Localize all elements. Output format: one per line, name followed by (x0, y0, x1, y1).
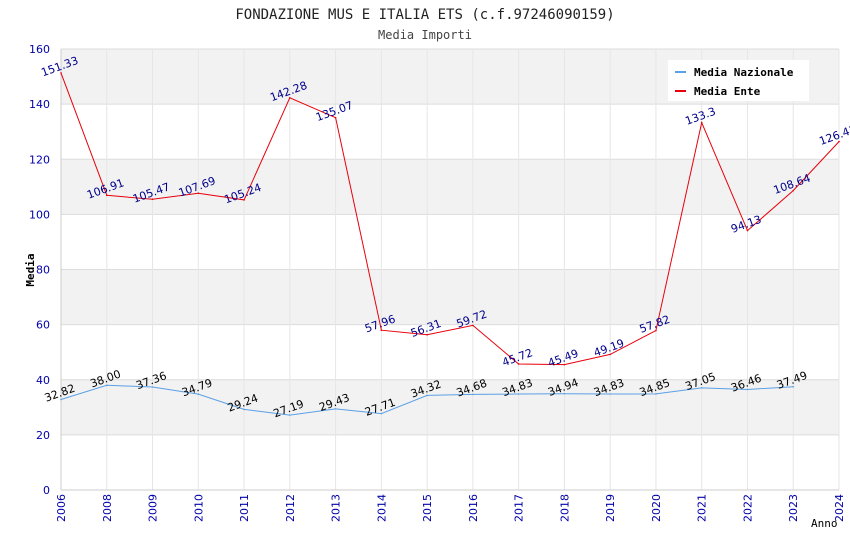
data-point (563, 392, 566, 395)
data-point (151, 198, 154, 201)
y-tick-label: 60 (36, 319, 50, 332)
x-tick-label: 2024 (833, 494, 846, 522)
data-point (105, 194, 108, 197)
data-point (838, 140, 840, 143)
data-point (105, 384, 108, 387)
x-axis-label: Anno (811, 517, 838, 530)
data-point (380, 329, 383, 332)
y-tick-label: 80 (36, 264, 50, 277)
data-point (472, 324, 474, 327)
x-tick-label: 2019 (604, 494, 617, 522)
data-point (655, 393, 657, 395)
band (61, 214, 839, 270)
data-point (517, 363, 520, 365)
data-point (746, 229, 749, 232)
y-tick-label: 120 (29, 153, 50, 166)
data-point (197, 192, 200, 194)
data-point (289, 97, 291, 99)
data-point (60, 72, 62, 74)
data-point (243, 408, 245, 411)
legend-box (668, 60, 809, 101)
y-axis-label: Media (24, 253, 37, 286)
x-tick-label: 2023 (787, 494, 800, 522)
y-tick-label: 20 (36, 429, 50, 442)
legend-label: Media Ente (694, 85, 761, 98)
legend: Media Nazionale Media Ente (668, 60, 809, 101)
x-tick-label: 2020 (650, 494, 663, 522)
band (61, 434, 839, 490)
data-point (700, 121, 703, 124)
series-layer (60, 72, 840, 416)
x-tick-label: 2012 (284, 494, 297, 522)
x-tick-label: 2018 (558, 494, 571, 522)
x-tick-label: 2015 (421, 494, 434, 522)
x-tick-label: 2014 (375, 494, 388, 522)
data-point (380, 412, 383, 415)
data-point (197, 393, 200, 395)
chart-title: FONDAZIONE MUS E ITALIA ETS (c.f.9724609… (235, 7, 614, 23)
y-tick-label: 0 (43, 484, 50, 497)
legend-label: Media Nazionale (694, 66, 794, 79)
data-point (792, 385, 795, 388)
data-point (563, 363, 566, 366)
y-tick-label: 160 (29, 43, 50, 56)
y-tick-label: 40 (36, 374, 50, 387)
data-point (609, 353, 611, 356)
y-tick-label: 100 (29, 208, 50, 221)
data-point (426, 394, 428, 397)
data-point (151, 386, 154, 388)
x-axis-ticks: 2006 2008 2009 2010 2011 2012 2013 2014 2015 2016… (55, 494, 846, 522)
data-point (334, 408, 337, 410)
x-tick-label: 2016 (467, 494, 480, 522)
band (61, 104, 839, 160)
x-tick-label: 2008 (101, 494, 114, 522)
data-point (609, 393, 611, 395)
data-point (243, 199, 245, 201)
data-point (426, 333, 428, 336)
data-point (289, 414, 291, 416)
x-tick-label: 2017 (513, 494, 526, 522)
x-tick-label: 2013 (330, 494, 343, 522)
data-point (792, 189, 795, 192)
series-line-media-ente (60, 72, 840, 366)
chart-subtitle: Media Importi (378, 28, 472, 42)
data-point (655, 329, 657, 332)
band (61, 379, 839, 435)
data-point (746, 388, 749, 391)
x-tick-label: 2006 (55, 494, 68, 522)
data-point (60, 398, 62, 401)
y-axis-ticks: 0 20 40 60 80 100 120 140 160 (29, 43, 50, 497)
y-tick-label: 140 (29, 98, 50, 111)
x-tick-label: 2021 (696, 494, 709, 522)
data-point (334, 116, 337, 119)
band (61, 324, 839, 380)
plot-background (61, 49, 839, 490)
data-point (517, 393, 520, 395)
data-point (700, 387, 703, 389)
x-tick-label: 2009 (147, 494, 160, 522)
data-point (472, 393, 474, 396)
band (61, 269, 839, 325)
x-tick-label: 2010 (192, 494, 205, 522)
x-tick-label: 2022 (741, 494, 754, 522)
x-tick-label: 2011 (238, 494, 251, 522)
band (61, 159, 839, 215)
